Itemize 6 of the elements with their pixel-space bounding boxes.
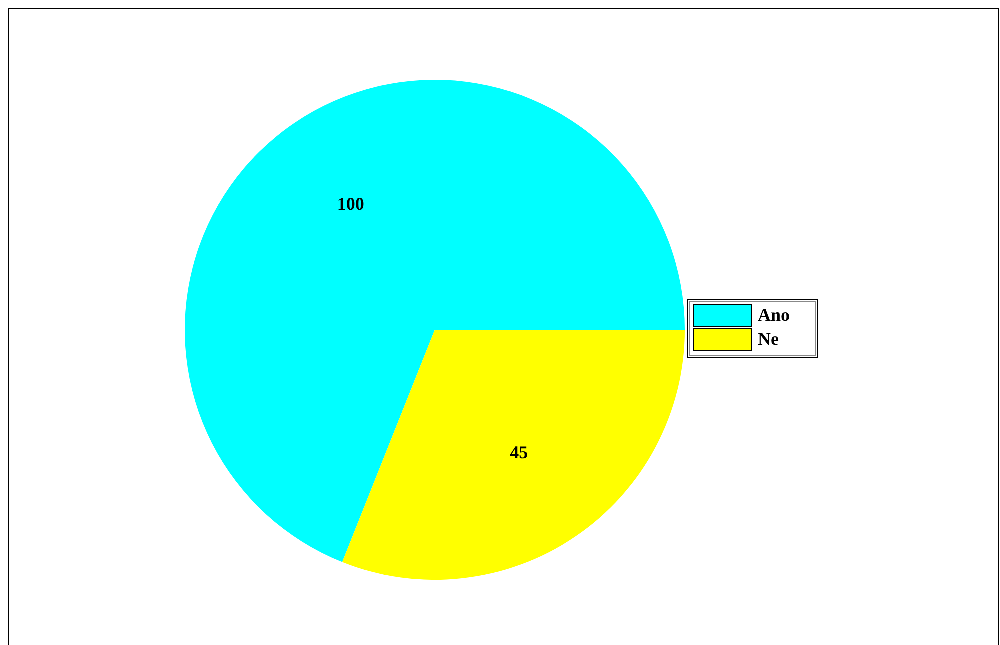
data-label: 100 (337, 194, 364, 214)
pie-slice (185, 80, 685, 562)
legend-label: Ano (758, 305, 790, 325)
legend-label: Ne (758, 329, 779, 349)
pie-slice (342, 330, 685, 580)
data-label: 45 (510, 442, 528, 462)
